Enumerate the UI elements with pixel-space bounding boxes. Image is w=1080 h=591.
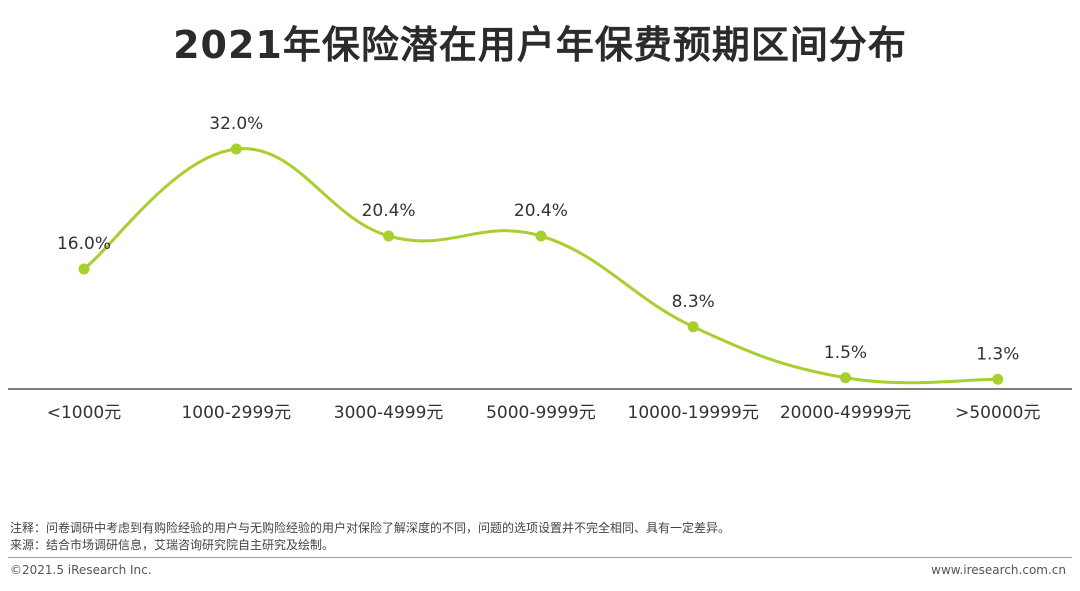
x-tick-label: <1000元 xyxy=(47,403,122,423)
x-tick-label: 10000-19999元 xyxy=(628,403,759,423)
data-point xyxy=(840,372,851,384)
x-tick-label: >50000元 xyxy=(955,403,1040,423)
x-tick-label: 5000-9999元 xyxy=(486,403,596,423)
data-label: 1.3% xyxy=(976,344,1019,364)
data-label: 20.4% xyxy=(362,201,416,221)
x-tick-labels: <1000元 1000-2999元 3000-4999元 5000-9999元 1000… xyxy=(47,403,1041,423)
notes: 注释：问卷调研中考虑到有购险经验的用户与无购险经验的用户对保险了解深度的不同，问… xyxy=(10,520,730,554)
x-tick-label: 20000-49999元 xyxy=(780,403,911,423)
data-label: 20.4% xyxy=(514,201,568,221)
footer-copyright: ©2021.5 iResearch Inc. xyxy=(10,563,152,577)
data-label: 1.5% xyxy=(824,343,867,363)
data-labels: 16.0% 32.0% 20.4% 20.4% 8.3% 1.5% 1.3% xyxy=(57,114,1019,364)
data-point xyxy=(687,321,699,333)
data-point xyxy=(230,143,242,155)
footer-divider xyxy=(8,557,1072,558)
data-point xyxy=(535,230,547,242)
data-point xyxy=(78,263,90,275)
chart-title: 2021年保险潜在用户年保费预期区间分布 xyxy=(173,23,907,67)
data-point xyxy=(383,230,395,242)
note-comment: 注释：问卷调研中考虑到有购险经验的用户与无购险经验的用户对保险了解深度的不同，问… xyxy=(10,521,731,535)
footer-website[interactable]: www.iresearch.com.cn xyxy=(931,563,1066,577)
x-tick-label: 3000-4999元 xyxy=(334,403,444,423)
data-points xyxy=(78,143,1004,385)
note-source: 来源：结合市场调研信息，艾瑞咨询研究院自主研究及绘制。 xyxy=(10,538,335,552)
x-tick-label: 1000-2999元 xyxy=(181,403,291,423)
data-label: 8.3% xyxy=(672,292,715,312)
data-label: 32.0% xyxy=(209,114,263,134)
data-point xyxy=(992,373,1004,385)
data-label: 16.0% xyxy=(57,234,111,254)
